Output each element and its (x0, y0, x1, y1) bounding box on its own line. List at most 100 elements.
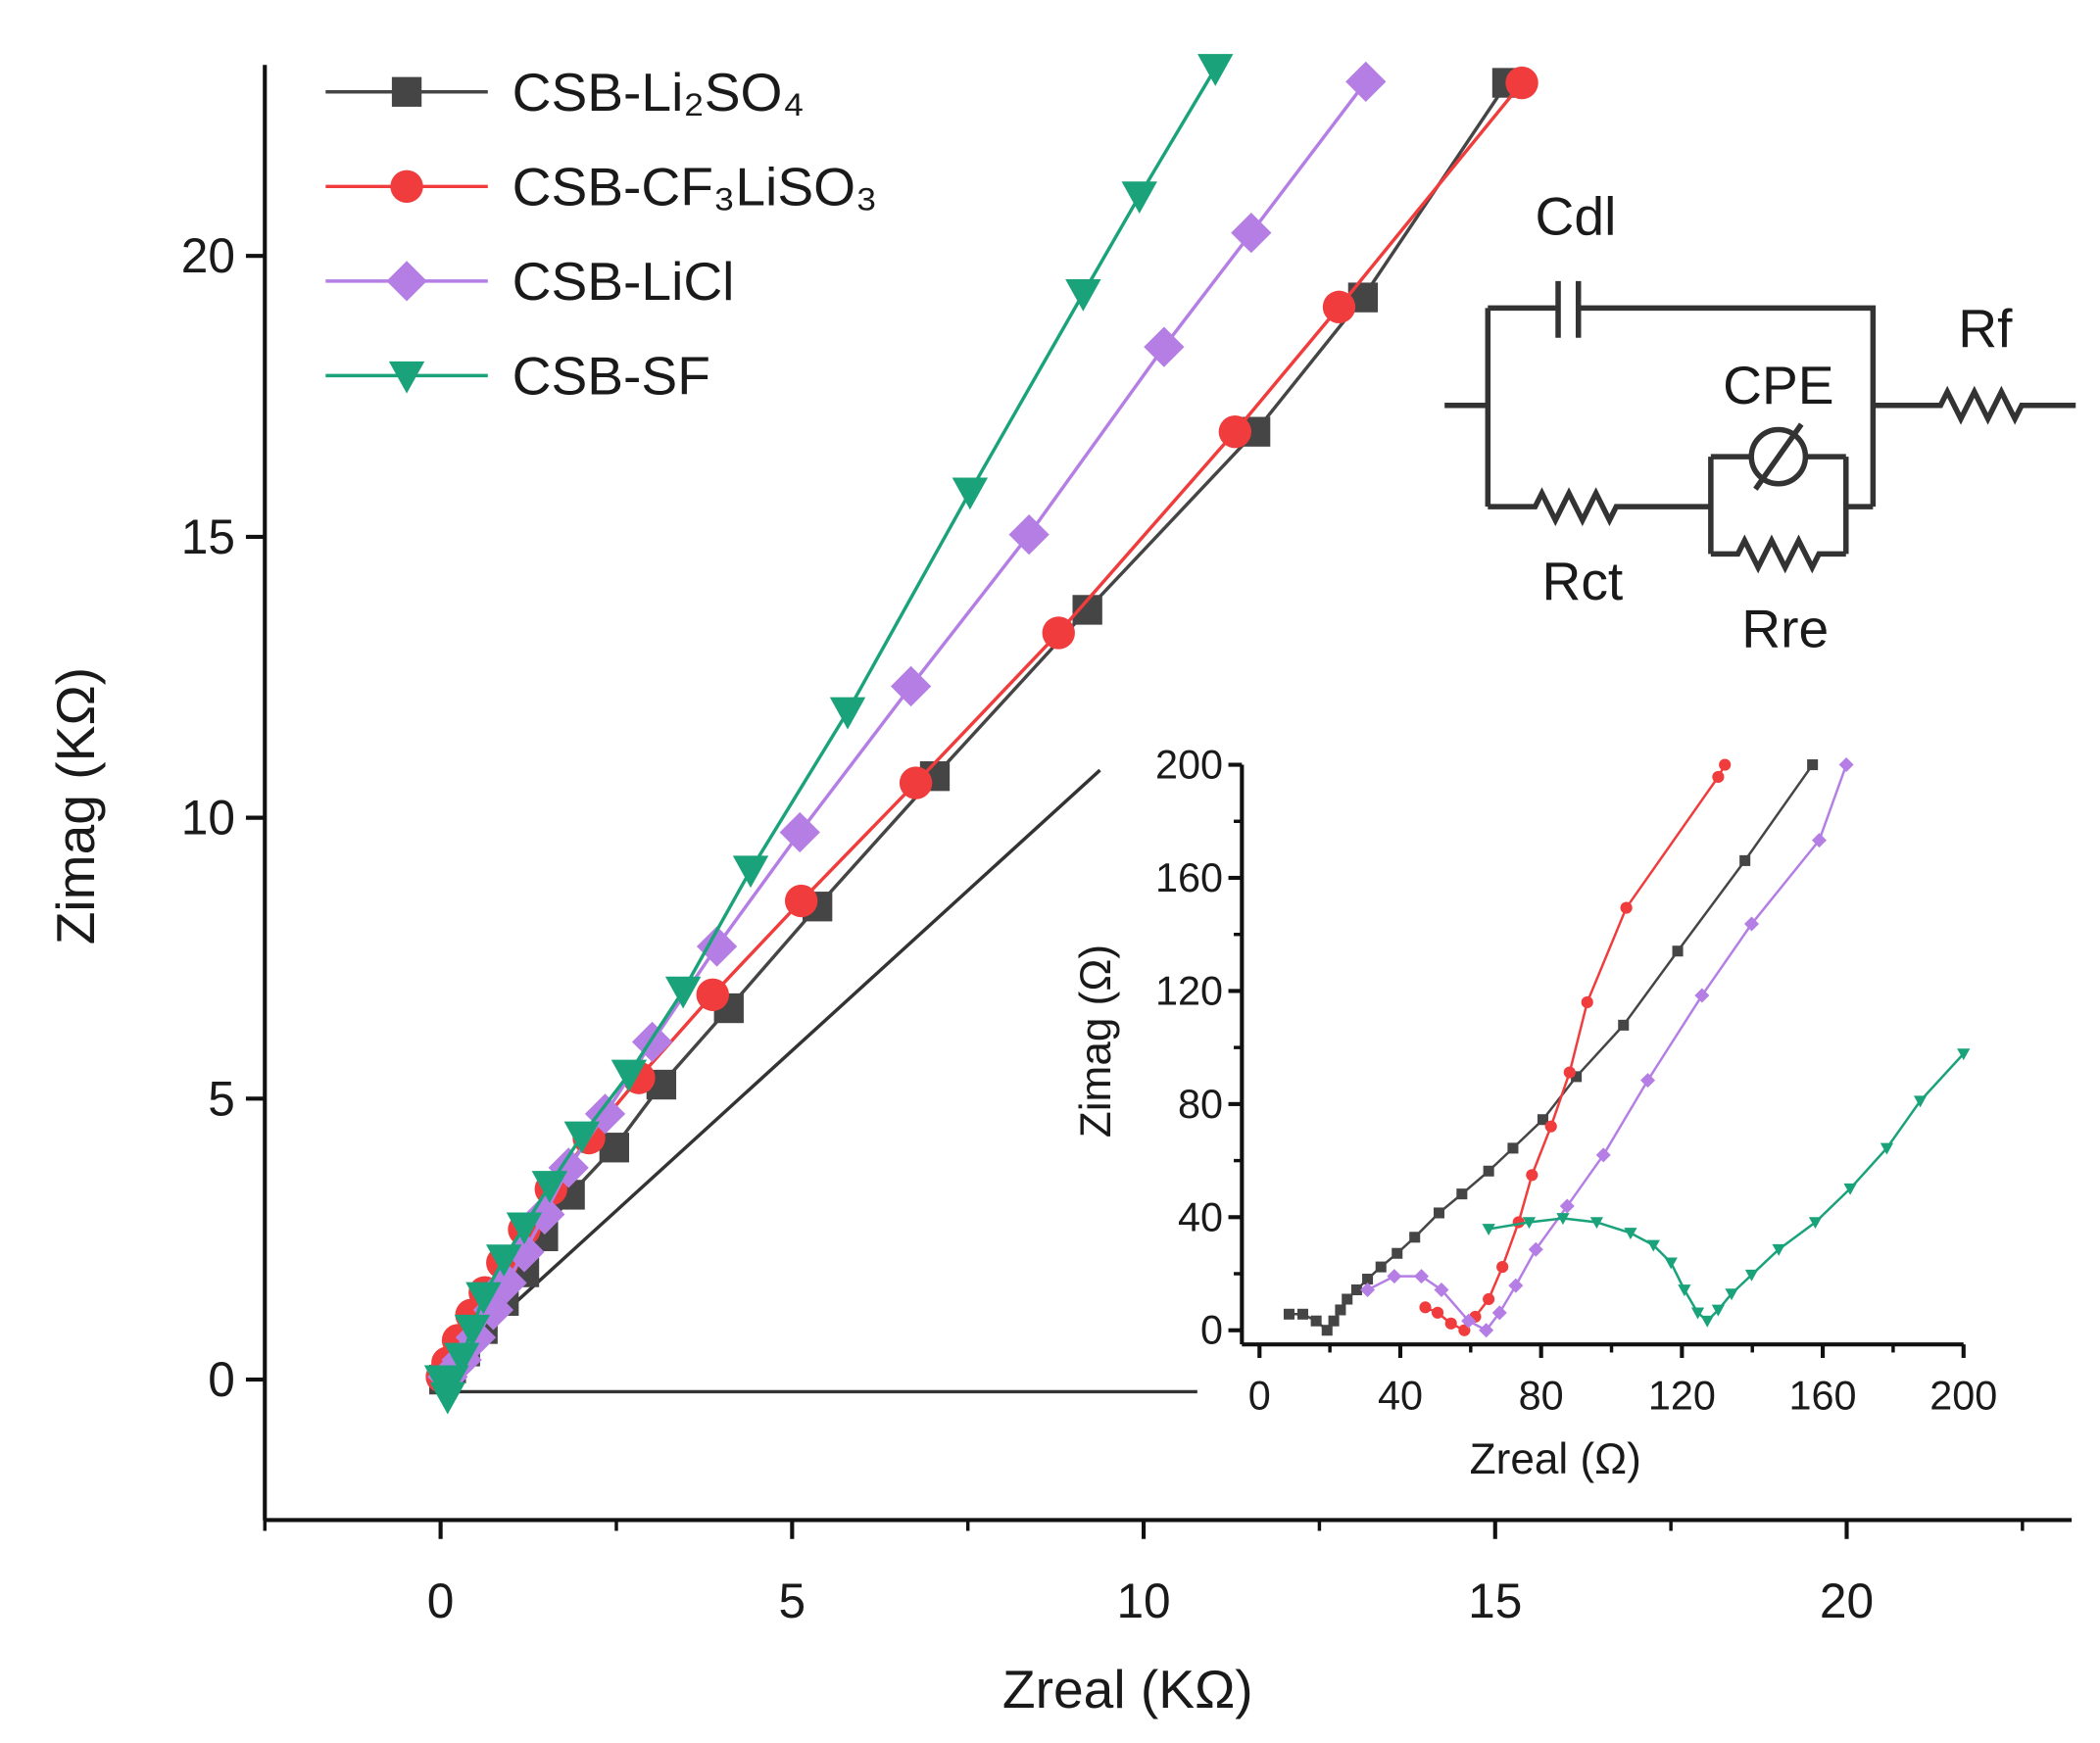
marker (386, 261, 427, 302)
y-axis-label: Zimag (Ω) (1072, 944, 1120, 1138)
marker (1496, 1261, 1509, 1274)
y-tick-label: 0 (1200, 1308, 1223, 1353)
marker (696, 926, 738, 967)
marker (610, 1059, 648, 1092)
marker (952, 477, 989, 510)
marker (1505, 66, 1538, 100)
x-tick-label: 10 (1116, 1574, 1170, 1628)
marker (1843, 1183, 1857, 1195)
marker (1458, 1324, 1471, 1336)
marker (1807, 759, 1819, 771)
marker (1522, 1217, 1537, 1230)
marker (1444, 1317, 1457, 1330)
marker (504, 1232, 545, 1273)
marker (443, 1342, 480, 1376)
marker (1483, 1165, 1494, 1177)
x-axis-label: Zreal (KΩ) (1002, 1659, 1253, 1719)
y-tick-label: 15 (181, 509, 235, 564)
marker (1431, 1306, 1444, 1319)
marker (1461, 1313, 1477, 1329)
marker (390, 169, 423, 203)
marker (899, 766, 933, 799)
x-tick-label: 200 (1929, 1374, 1997, 1419)
marker (1483, 1292, 1495, 1306)
marker (1231, 213, 1272, 254)
marker (1321, 1325, 1333, 1336)
marker (563, 1121, 601, 1154)
marker (1838, 757, 1854, 773)
marker (1957, 1048, 1971, 1061)
marker (1414, 1269, 1430, 1284)
marker (1342, 1293, 1353, 1305)
marker (1508, 1278, 1524, 1293)
series-line (1289, 763, 1814, 1332)
marker (1433, 1207, 1445, 1219)
marker (1345, 61, 1387, 103)
marker (1739, 854, 1751, 866)
marker (631, 1021, 673, 1063)
x-tick-label: 40 (1378, 1374, 1423, 1419)
marker (1640, 1073, 1656, 1089)
y-tick-label: 120 (1155, 968, 1223, 1013)
y-tick-label: 10 (181, 791, 235, 846)
marker (1121, 181, 1157, 215)
marker (506, 1212, 543, 1245)
marker (531, 1171, 568, 1203)
marker (1310, 1315, 1322, 1327)
marker (1581, 995, 1593, 1009)
marker (433, 1365, 469, 1398)
y-tick-label: 160 (1155, 855, 1223, 900)
marker (1434, 1282, 1449, 1297)
marker (1218, 414, 1252, 449)
marker (1571, 1071, 1583, 1083)
marker (1322, 290, 1356, 324)
x-tick-label: 0 (427, 1574, 455, 1628)
x-tick-label: 160 (1789, 1374, 1857, 1419)
marker (486, 1262, 527, 1304)
marker (1008, 513, 1050, 556)
marker (391, 76, 422, 107)
marker (1296, 1308, 1308, 1320)
circuit-wires (1444, 280, 2076, 574)
marker (1528, 1241, 1543, 1257)
x-tick-label: 0 (1248, 1374, 1271, 1419)
y-tick-label: 40 (1178, 1194, 1223, 1239)
marker (829, 697, 866, 730)
marker (465, 1282, 502, 1315)
marker (890, 665, 932, 707)
marker (1808, 1217, 1823, 1230)
marker (1595, 1147, 1611, 1163)
marker (1328, 1315, 1340, 1327)
marker (1690, 1307, 1705, 1320)
series-line (1424, 763, 1727, 1332)
x-tick-label: 15 (1468, 1574, 1522, 1628)
marker (1772, 1243, 1785, 1256)
marker (1620, 901, 1633, 914)
marker (1700, 1315, 1714, 1328)
marker (779, 811, 820, 853)
marker (1664, 1257, 1678, 1270)
marker (1491, 1305, 1507, 1321)
legend-label: CSB-LiCl (513, 251, 735, 312)
marker (1589, 1217, 1604, 1230)
x-tick-label: 80 (1519, 1374, 1564, 1419)
y-tick-label: 5 (208, 1071, 235, 1126)
marker (388, 361, 425, 394)
cpe-symbol (1748, 426, 1809, 487)
legend-label: CSB-CF₃LiSO₃ (513, 156, 878, 217)
marker (1913, 1095, 1928, 1108)
marker (1880, 1142, 1894, 1155)
marker (1392, 1247, 1403, 1259)
marker (1283, 1308, 1294, 1320)
marker (1065, 279, 1101, 312)
marker (1719, 758, 1732, 771)
x-axis-label: Zreal (Ω) (1470, 1435, 1641, 1483)
marker (732, 855, 769, 889)
marker (1725, 1288, 1738, 1301)
x-tick-label: 20 (1820, 1574, 1874, 1628)
marker (1362, 1273, 1374, 1285)
marker (1144, 326, 1185, 367)
marker (1197, 54, 1234, 86)
